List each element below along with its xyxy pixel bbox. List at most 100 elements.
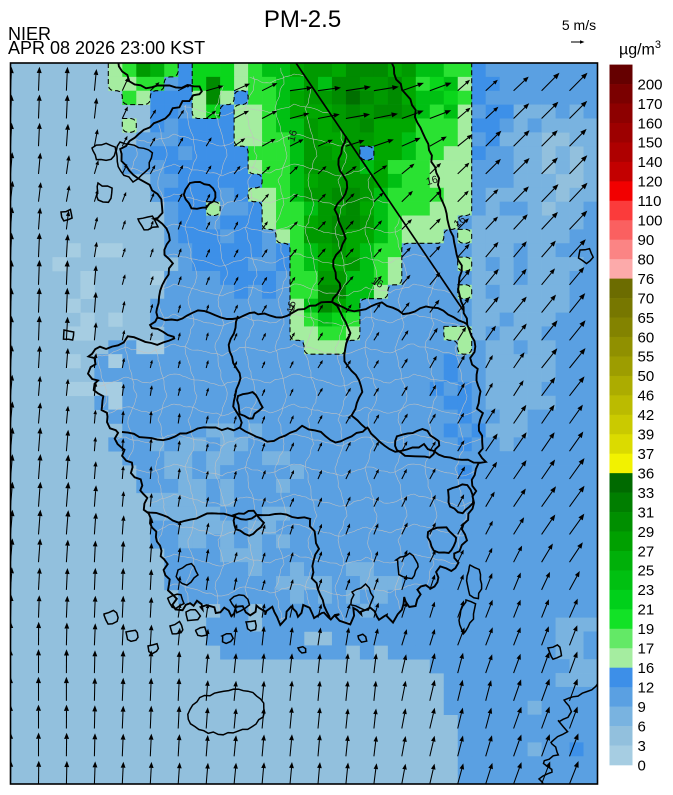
colorbar-segment xyxy=(609,531,633,552)
colorbar-tick-label: 160 xyxy=(638,115,663,132)
colorbar-segment xyxy=(609,628,633,649)
colorbar-tick-label: 29 xyxy=(638,524,655,541)
island xyxy=(546,643,563,661)
colorbar-tick-label: 12 xyxy=(638,680,655,697)
province-border xyxy=(143,511,312,524)
colorbar-segment xyxy=(609,64,633,85)
colorbar-tick-label: 39 xyxy=(638,427,655,444)
island xyxy=(103,609,119,625)
colorbar-tick-label: 65 xyxy=(638,310,655,327)
colorbar-tick-label: 170 xyxy=(638,96,663,113)
city-border xyxy=(182,180,217,210)
colorbar-unit-label: µg/m3 xyxy=(612,39,668,59)
island xyxy=(147,642,160,655)
colorbar-segment xyxy=(609,103,633,124)
contour-label: 16 xyxy=(285,300,299,314)
island xyxy=(349,582,375,611)
contour-label: 16 xyxy=(369,275,385,291)
colorbar-tick-label: 3 xyxy=(638,738,646,755)
colorbar-tick-label: 60 xyxy=(638,329,655,346)
valid-time-label: APR 08 2026 23:00 KST xyxy=(8,38,206,58)
island xyxy=(91,142,117,162)
colorbar-segment xyxy=(609,278,633,299)
colorbar-segment xyxy=(609,473,633,493)
colorbar-segment xyxy=(609,745,633,766)
city-border xyxy=(394,427,441,459)
colorbar-segment xyxy=(609,356,633,377)
island xyxy=(125,629,139,643)
colorbar-segment xyxy=(609,375,633,396)
colorbar-segment xyxy=(609,122,633,143)
colorbar-segment xyxy=(609,220,633,241)
colorbar-tick-label: 25 xyxy=(638,563,655,580)
wind-reference-label: 5 m/s xyxy=(561,17,597,33)
colorbar-tick-label: 55 xyxy=(638,349,655,366)
colorbar-segment xyxy=(609,239,633,260)
colorbar-segment xyxy=(609,142,633,163)
colorbar-tick-label: 23 xyxy=(638,582,655,599)
colorbar-tick-label: 37 xyxy=(638,446,655,463)
colorbar-tick-label: 9 xyxy=(638,699,646,716)
colorbar-segment xyxy=(609,317,633,338)
colorbar-tick-label: 21 xyxy=(638,602,655,619)
colorbar-segment xyxy=(609,336,633,357)
colorbar-tick-label: 0 xyxy=(638,757,646,774)
colorbar-tick-label: 31 xyxy=(638,504,655,521)
island xyxy=(357,633,368,644)
island xyxy=(60,208,73,222)
unit-exponent: 3 xyxy=(654,39,661,51)
colorbar-segment xyxy=(609,512,633,532)
colorbar-tick-label: 150 xyxy=(638,135,663,152)
colorbar-tick-label: 120 xyxy=(638,174,663,191)
colorbar-tick-label: 200 xyxy=(638,76,663,93)
colorbar-segment xyxy=(609,589,633,610)
contour-label: 16 xyxy=(285,129,300,144)
province-border xyxy=(331,301,486,331)
colorbar-tick-label: 140 xyxy=(638,154,663,171)
colorbar-segment xyxy=(609,181,633,202)
province-border xyxy=(331,135,349,303)
plot-title: PM-2.5 xyxy=(263,6,342,33)
city-border xyxy=(231,509,266,537)
colorbar-segment xyxy=(609,395,633,416)
contour-label: 16 xyxy=(425,173,440,188)
wind-vectors xyxy=(10,63,598,784)
island xyxy=(136,215,160,231)
island xyxy=(115,141,154,183)
colorbar-tick-label: 50 xyxy=(638,368,655,385)
island xyxy=(577,247,595,265)
coastline-mainland xyxy=(86,63,488,627)
colorbar-tick-label: 17 xyxy=(638,641,655,658)
island xyxy=(62,329,75,341)
island xyxy=(220,632,235,645)
province-border xyxy=(239,424,369,444)
colorbar-tick-label: 90 xyxy=(638,232,655,249)
province-border xyxy=(308,519,331,621)
colorbar-segment xyxy=(609,667,633,688)
unit-base: µg/m xyxy=(618,41,655,59)
province-border xyxy=(227,315,243,429)
colorbar-segment xyxy=(609,259,633,279)
agency-label: NIER xyxy=(8,24,52,44)
city-border xyxy=(236,391,264,420)
colorbar-segment xyxy=(609,414,633,435)
island xyxy=(166,593,185,610)
colorbar-segment xyxy=(609,453,633,474)
province-borders xyxy=(121,135,486,621)
colorbar-tick-label: 19 xyxy=(638,621,655,638)
island xyxy=(465,563,483,600)
island xyxy=(175,562,199,587)
colorbar-segment xyxy=(609,492,633,513)
island xyxy=(244,620,257,632)
colorbar-tick-label: 70 xyxy=(638,290,655,307)
colorbar-tick-label: 16 xyxy=(638,660,655,677)
colorbar-tick-label: 46 xyxy=(638,388,655,405)
island xyxy=(185,608,202,622)
province-border xyxy=(147,300,333,322)
colorbar-tick-label: 80 xyxy=(638,251,655,268)
colorbar: 2001701601501401201101009080767065605550… xyxy=(609,64,663,774)
colorbar-tick-label: 33 xyxy=(638,485,655,502)
island xyxy=(537,682,598,784)
island xyxy=(393,552,419,580)
dmz-line xyxy=(295,63,464,311)
